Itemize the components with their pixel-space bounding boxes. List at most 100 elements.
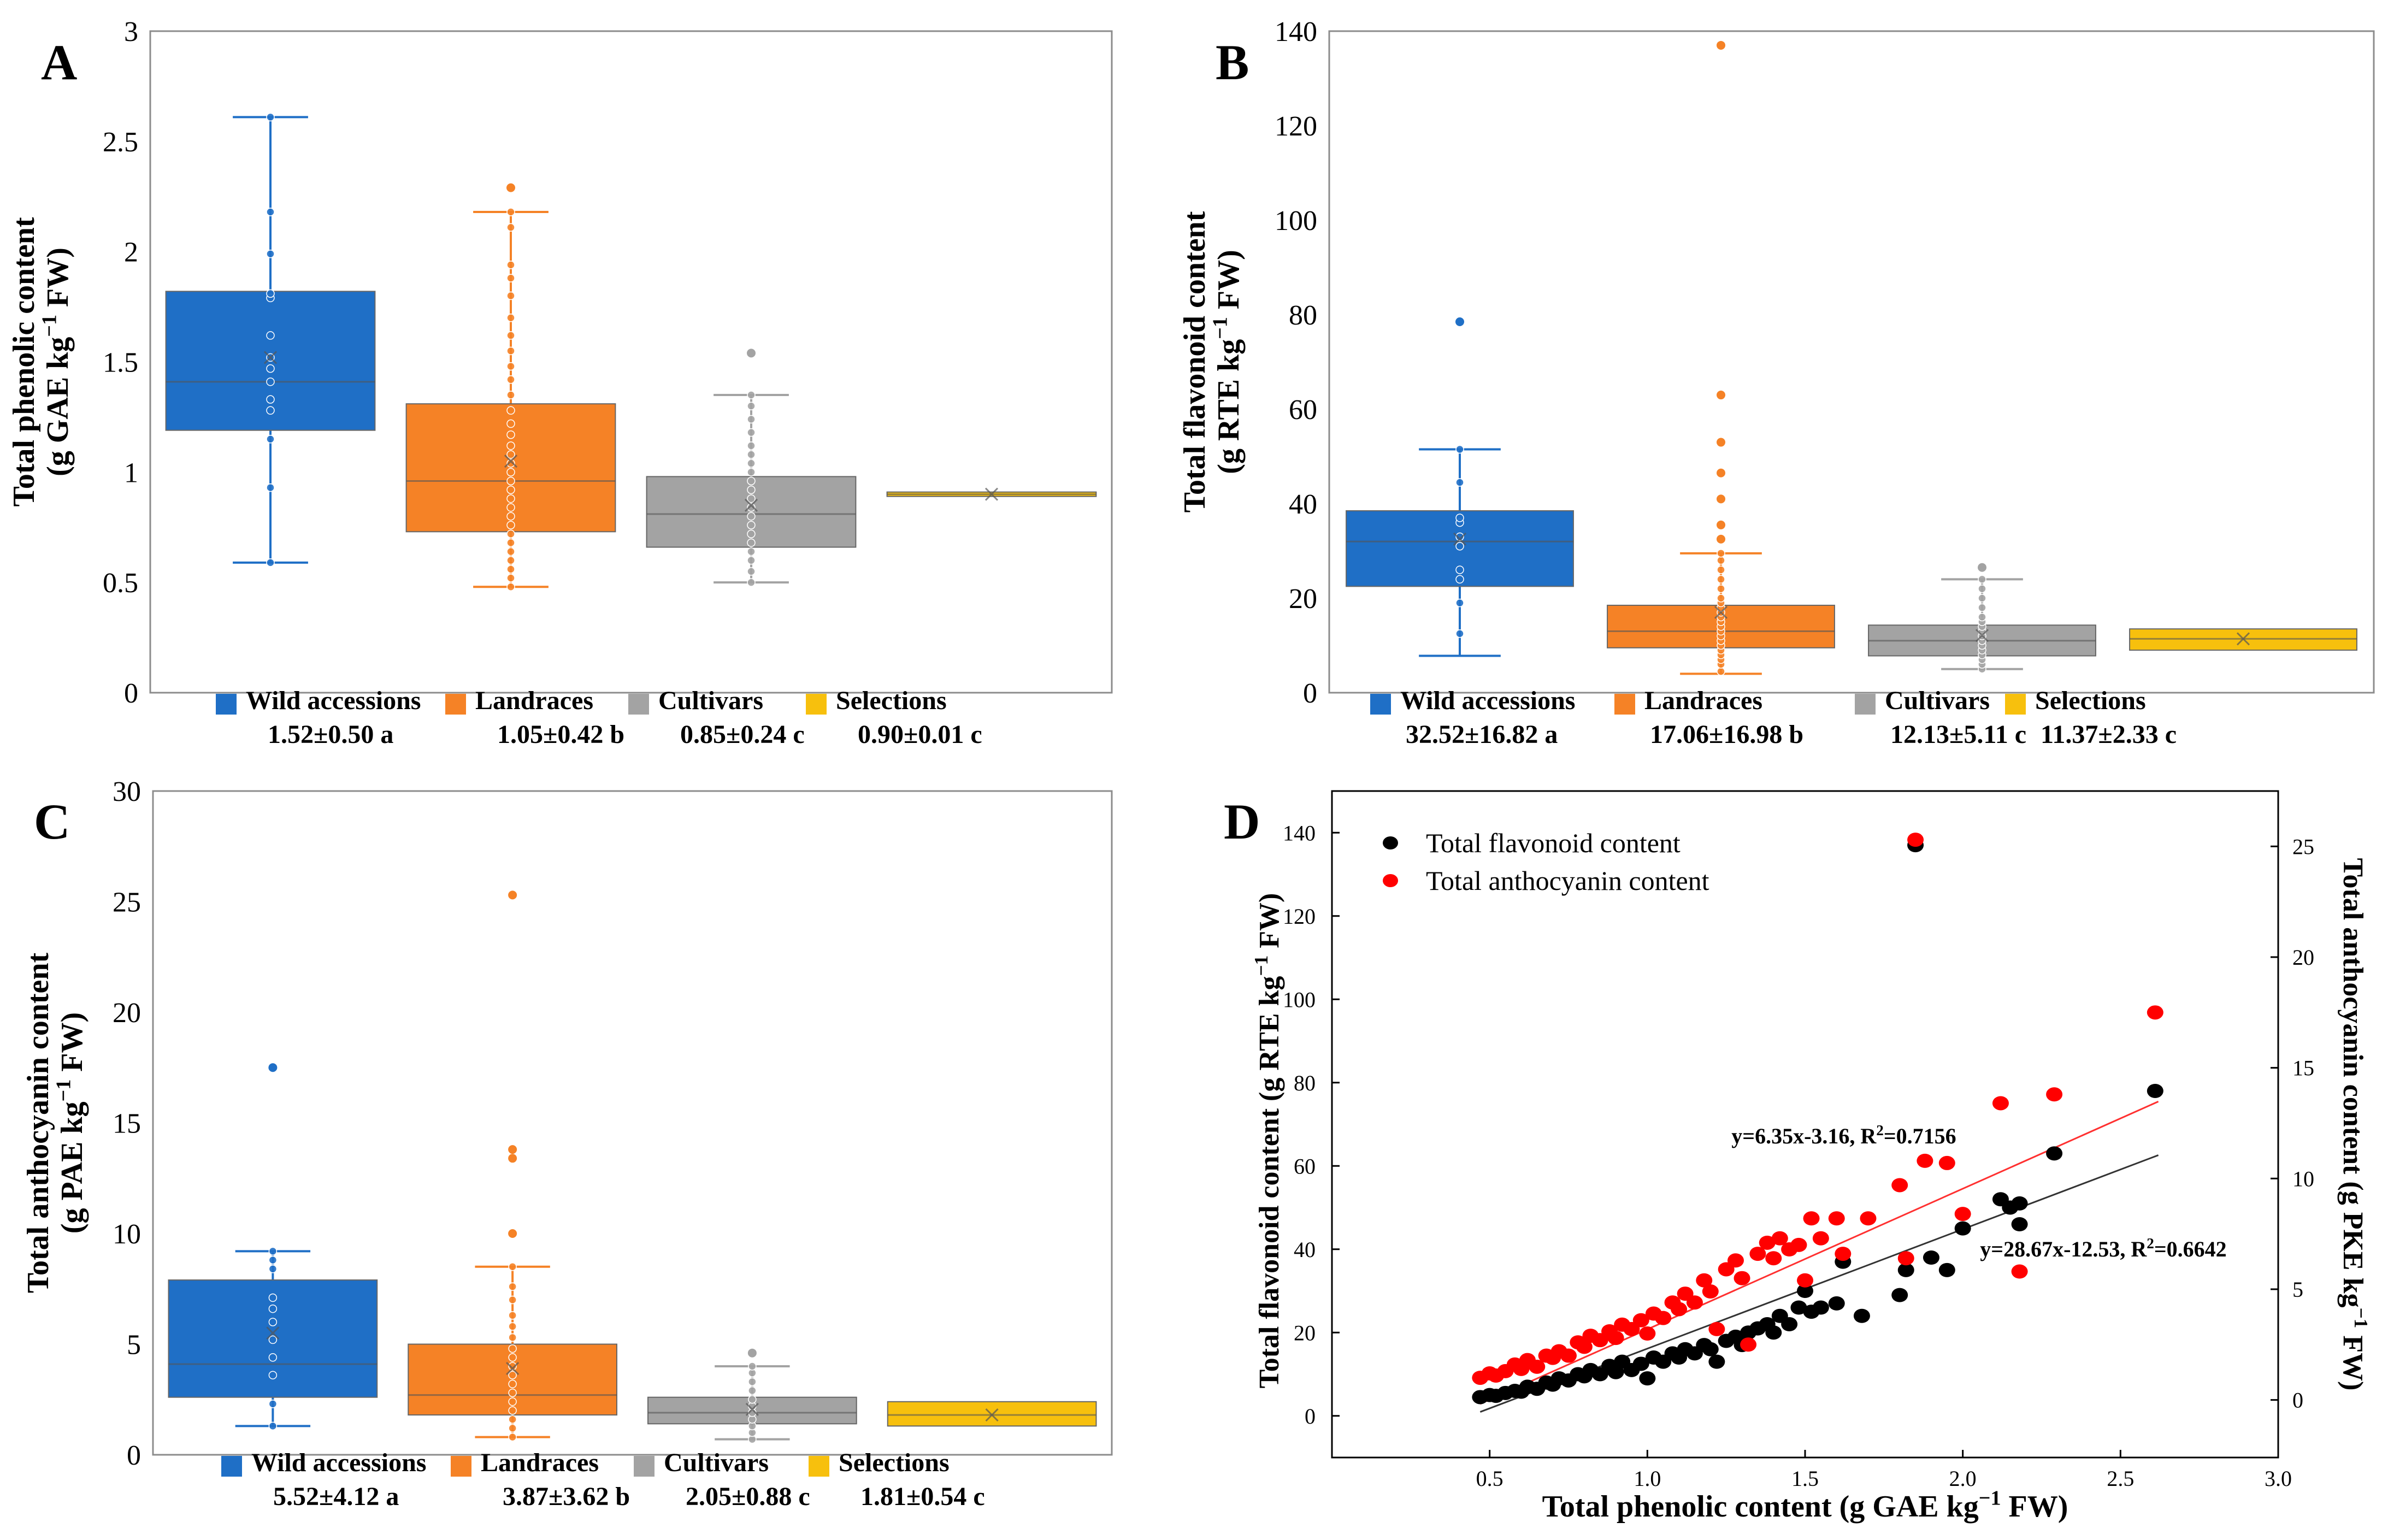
data-point: [1455, 514, 1464, 522]
x-tick-label: 2.0: [1949, 1466, 1977, 1491]
flavonoid-point: [1639, 1371, 1656, 1386]
data-point: [268, 1265, 278, 1273]
legend-label: Cultivars: [658, 686, 763, 715]
flavonoid-point: [1632, 1356, 1649, 1371]
data-point: [506, 223, 515, 232]
y-tick-left-label: 100: [1283, 987, 1316, 1012]
box-sel: [887, 1401, 1097, 1427]
y-axis-left-label: Total flavonoid content (g RTE kg−1 FW): [1250, 893, 1285, 1389]
legend-label: Landraces: [1644, 686, 1762, 715]
legend-label-flavonoid: Total flavonoid content: [1426, 828, 1681, 858]
data-point: [268, 1255, 278, 1265]
data-point: [266, 558, 275, 567]
anthocyanin-point: [1812, 1231, 1829, 1246]
anthocyanin-point: [1897, 1251, 1914, 1266]
x-tick-label: 0.5: [1476, 1466, 1504, 1491]
data-point: [747, 494, 756, 503]
data-point: [268, 1335, 278, 1344]
flavonoid-point: [1897, 1262, 1914, 1277]
legend-stat: 1.81±0.54 c: [860, 1482, 985, 1511]
outlier-point: [508, 890, 517, 900]
x-tick-label: 2.5: [2107, 1466, 2134, 1491]
outlier-point: [1717, 438, 1725, 447]
y-tick-label: 1.5: [103, 347, 138, 379]
mean-marker: [506, 1361, 520, 1376]
data-point: [268, 1400, 278, 1408]
anthocyanin-point: [1803, 1211, 1820, 1226]
data-point: [506, 406, 515, 415]
y-axis-units-end: FW): [55, 1012, 89, 1079]
data-point: [266, 377, 275, 386]
data-point: [1978, 603, 1986, 612]
mean-marker: [744, 498, 758, 512]
panel-label-c: C: [34, 794, 70, 849]
outlier-point: [508, 1229, 517, 1238]
y-tick-label: 100: [1275, 205, 1317, 237]
outlier-point: [1978, 563, 1986, 572]
data-point: [747, 450, 756, 459]
plot-frame: [149, 30, 1113, 694]
legend-swatch-sel: [806, 694, 827, 715]
anthocyanin-point: [1828, 1211, 1845, 1226]
flavonoid-point: [1954, 1221, 1971, 1236]
data-point: [508, 1388, 517, 1397]
y-tick-label: 5: [127, 1330, 141, 1361]
outlier-point: [1717, 391, 1725, 400]
outlier-point: [747, 1348, 757, 1358]
data-point: [508, 1371, 517, 1379]
legend-label: Selections: [839, 1448, 950, 1477]
data-point: [508, 1322, 517, 1331]
data-point: [747, 556, 756, 565]
equation-anthocyanin: y=6.35x-3.16, R2=0.7156: [1731, 1122, 1956, 1148]
y-tick-label: 15: [113, 1108, 141, 1140]
data-point: [506, 419, 515, 428]
legend-label: Wild accessions: [246, 686, 421, 715]
outlier-point: [1717, 534, 1725, 544]
data-point: [266, 249, 275, 258]
y-tick-right-label: 5: [2292, 1277, 2303, 1302]
legend-marker-anthocyanin: [1383, 874, 1398, 887]
data-point: [1717, 565, 1725, 574]
x-axis-label-sup: −1: [1979, 1487, 2001, 1510]
anthocyanin-point: [2046, 1087, 2063, 1102]
data-point: [506, 261, 515, 269]
flavonoid-point: [1853, 1308, 1870, 1323]
flavonoid-point: [1891, 1288, 1908, 1302]
y-tick-label: 80: [1289, 300, 1317, 331]
mean-marker: [985, 1408, 999, 1422]
data-point: [747, 459, 756, 468]
box-cult: [1868, 563, 2096, 674]
y-axis-units-sup: −1: [52, 1079, 75, 1102]
data-point: [506, 494, 515, 503]
data-point: [508, 1379, 517, 1389]
flavonoid-point: [2147, 1084, 2163, 1098]
outlier-point: [1717, 468, 1725, 477]
y-axis-units-text: (g PAE kg: [55, 1101, 89, 1234]
data-point: [747, 476, 756, 486]
data-point: [506, 468, 515, 477]
data-point: [748, 1386, 757, 1395]
anthocyanin-point: [2147, 1005, 2163, 1020]
equation-flavonoid-end: =0.6642: [2154, 1237, 2227, 1261]
legend-stat: 0.85±0.24 c: [680, 720, 805, 749]
data-point: [1455, 629, 1464, 638]
data-point: [506, 430, 515, 439]
data-point: [506, 459, 515, 468]
data-point: [506, 582, 515, 591]
anthocyanin-point: [1708, 1321, 1725, 1336]
legend-swatch-cult: [634, 1456, 655, 1477]
data-point: [266, 208, 275, 216]
y-axis-units-end: FW): [41, 247, 75, 315]
y-tick-right-label: 20: [2292, 945, 2314, 970]
flavonoid-point: [2011, 1217, 2028, 1231]
anthocyanin-point: [1740, 1337, 1757, 1352]
anthocyanin-point: [1655, 1311, 1672, 1325]
data-point: [1455, 478, 1464, 487]
outlier-point: [508, 1145, 517, 1154]
data-point: [508, 1362, 517, 1371]
flavonoid-point: [1828, 1296, 1845, 1311]
anthocyanin-point: [1696, 1273, 1713, 1288]
y-axis-right-label: Total anthocyanin content (g PKE kg−1 FW…: [2337, 858, 2372, 1391]
box-land: [405, 183, 616, 591]
y-axis-right-label-sup: −1: [2350, 1308, 2372, 1329]
